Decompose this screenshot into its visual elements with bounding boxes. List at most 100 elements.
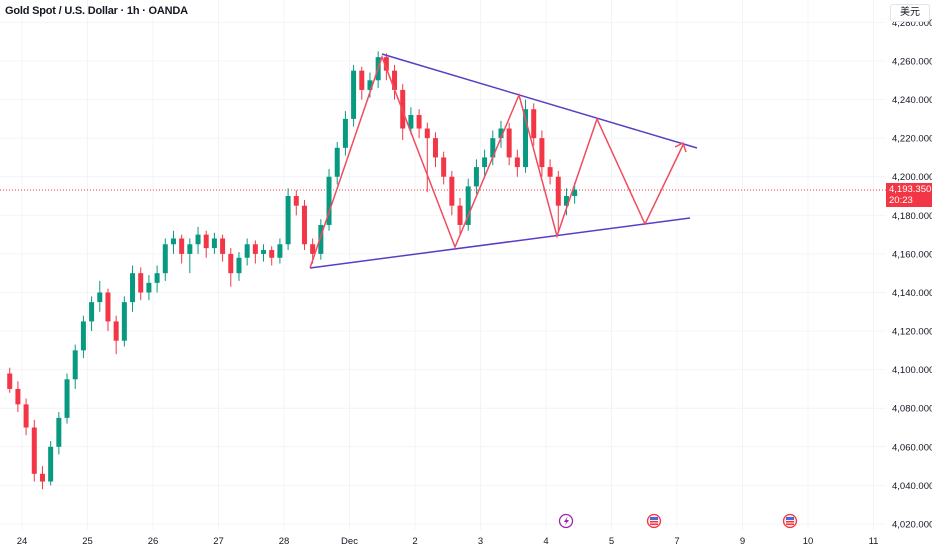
- candle-body: [277, 244, 283, 258]
- projection-zigzag[interactable]: [309, 54, 684, 269]
- price-axis[interactable]: 4,280.000 4,260.000 4,240.000 4,220.000 4,20…: [892, 18, 932, 531]
- candle-body: [31, 427, 37, 474]
- lower-trendline[interactable]: [309, 217, 691, 269]
- upper-trendline[interactable]: [381, 53, 698, 149]
- candle-body: [80, 321, 86, 351]
- candle-body: [293, 196, 299, 206]
- candle-body: [301, 205, 307, 245]
- candle-body: [105, 292, 111, 322]
- candle-body: [383, 57, 389, 71]
- candle-body: [457, 205, 463, 225]
- candle-body: [64, 379, 70, 418]
- candle-body: [236, 257, 242, 274]
- price-tick-label: 4,200.000: [892, 172, 932, 183]
- candle-body: [285, 196, 291, 245]
- candle-body: [7, 373, 13, 389]
- candles: [7, 51, 578, 490]
- price-tick-label: 4,220.000: [892, 134, 932, 145]
- candle-body: [48, 446, 54, 482]
- candle-body: [56, 417, 62, 447]
- candle-body: [506, 128, 512, 158]
- price-tick-label: 4,140.000: [892, 288, 932, 299]
- price-tick-label: 4,100.000: [892, 365, 932, 376]
- time-tick-label: 11: [869, 536, 879, 547]
- candle-body: [514, 157, 520, 168]
- candle-body: [211, 238, 217, 249]
- symbol-title: Gold Spot / U.S. Dollar · 1h · OANDA: [5, 5, 188, 17]
- candle-body: [473, 167, 479, 187]
- candle-body: [531, 109, 537, 139]
- price-tick-label: 4,240.000: [892, 95, 932, 106]
- drawings[interactable]: [309, 53, 698, 269]
- time-tick-label: 25: [82, 536, 93, 547]
- time-tick-label: 26: [148, 536, 159, 547]
- candle-body: [89, 302, 95, 322]
- price-tick-label: 4,040.000: [892, 481, 932, 492]
- candle-body: [482, 157, 488, 168]
- candle-body: [121, 302, 127, 341]
- candle-body: [416, 115, 422, 129]
- candle-body: [23, 404, 29, 428]
- price-tick-label: 4,280.000: [892, 18, 932, 29]
- candle-body: [539, 138, 545, 168]
- time-tick-label: 24: [17, 536, 28, 547]
- candle-body: [15, 388, 21, 405]
- candle-body: [441, 157, 447, 177]
- candle-body: [432, 138, 438, 158]
- time-tick-label: 2: [412, 536, 417, 547]
- candle-body: [408, 115, 414, 129]
- currency-button[interactable]: 美元: [890, 4, 930, 22]
- candle-body: [498, 128, 504, 139]
- price-tick-label: 4,260.000: [892, 57, 932, 68]
- events[interactable]: [558, 513, 798, 529]
- time-tick-label: 28: [279, 536, 290, 547]
- candle-body: [523, 109, 529, 168]
- candle-body: [547, 167, 553, 177]
- candle-body: [490, 138, 496, 158]
- time-tick-label: 10: [803, 536, 814, 547]
- us-flag-event-icon[interactable]: [646, 513, 662, 529]
- candle-body: [318, 224, 324, 254]
- time-tick-label: 27: [213, 536, 224, 547]
- candle-body: [130, 273, 136, 303]
- candle-body: [269, 250, 275, 258]
- lightning-event-icon[interactable]: [558, 513, 574, 529]
- candle-body: [359, 70, 365, 90]
- candle-body: [203, 234, 209, 249]
- candle-body: [146, 282, 152, 293]
- time-tick-label: 3: [478, 536, 483, 547]
- candle-body: [228, 253, 234, 274]
- candle-body: [310, 244, 316, 254]
- candle-body: [72, 350, 78, 380]
- time-axis[interactable]: 24 25 26 27 28 Dec 2 3 4 5 7 9 10 11: [17, 536, 879, 547]
- price-tick-label: 4,060.000: [892, 442, 932, 453]
- candle-body: [555, 176, 561, 206]
- candle-body: [334, 147, 340, 177]
- candle-body: [187, 244, 193, 254]
- candle-body: [97, 292, 103, 303]
- candle-body: [154, 273, 160, 283]
- time-tick-label: 4: [543, 536, 548, 547]
- candle-body: [563, 196, 569, 206]
- price-tick-label: 4,180.000: [892, 211, 932, 222]
- candle-body: [195, 234, 201, 245]
- candle-body: [465, 186, 471, 225]
- current-price-value: 4,193.350: [889, 184, 932, 195]
- current-price-tag: 4,193.350 20:23: [886, 183, 932, 207]
- price-tick-label: 4,020.000: [892, 519, 932, 530]
- time-tick-label: 5: [609, 536, 614, 547]
- time-tick-label: 7: [674, 536, 679, 547]
- price-tick-label: 4,120.000: [892, 327, 932, 338]
- candle-body: [220, 238, 226, 254]
- candle-body: [367, 80, 373, 90]
- bar-countdown: 20:23: [889, 195, 913, 206]
- candle-body: [326, 176, 332, 225]
- time-tick-label: Dec: [341, 536, 358, 547]
- candle-body: [162, 244, 168, 274]
- candle-body: [252, 244, 258, 254]
- candle-body: [244, 244, 250, 258]
- candle-body: [342, 118, 348, 148]
- candle-body: [179, 238, 185, 254]
- us-flag-event-icon[interactable]: [782, 513, 798, 529]
